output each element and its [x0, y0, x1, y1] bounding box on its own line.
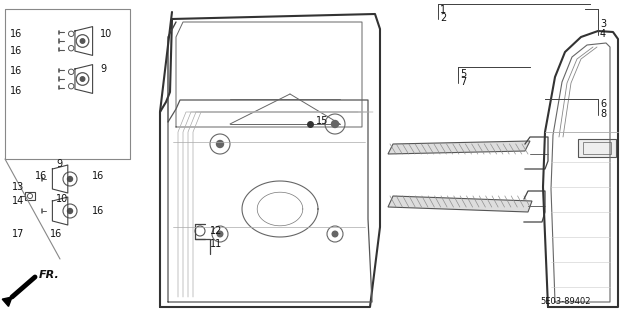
Circle shape: [67, 176, 72, 182]
Circle shape: [67, 209, 72, 213]
Text: 16: 16: [10, 86, 22, 96]
Text: 11: 11: [210, 239, 222, 249]
Circle shape: [80, 39, 84, 43]
Text: 16: 16: [10, 29, 22, 39]
Text: 10: 10: [100, 29, 112, 39]
Text: 10: 10: [56, 194, 68, 204]
Text: 7: 7: [460, 77, 467, 87]
Text: 16: 16: [92, 206, 104, 216]
Circle shape: [217, 231, 223, 237]
Text: 12: 12: [210, 226, 222, 236]
Text: 3: 3: [600, 19, 606, 29]
Bar: [578, 139, 616, 157]
Text: 5E03-89402: 5E03-89402: [540, 296, 591, 306]
Text: 16: 16: [92, 171, 104, 181]
Text: 14: 14: [12, 196, 24, 206]
Circle shape: [332, 231, 338, 237]
Text: 13: 13: [12, 182, 24, 192]
Text: 17: 17: [12, 229, 24, 239]
Text: 4: 4: [600, 29, 606, 39]
Text: 16: 16: [10, 46, 22, 56]
Circle shape: [80, 77, 84, 81]
Text: 16: 16: [10, 66, 22, 76]
Polygon shape: [388, 196, 532, 212]
Circle shape: [216, 140, 223, 147]
Polygon shape: [2, 297, 12, 306]
Text: 16: 16: [50, 229, 62, 239]
Text: 15: 15: [316, 116, 328, 126]
Bar: [25, 192, 35, 200]
Circle shape: [332, 121, 339, 128]
Text: 1: 1: [440, 5, 446, 15]
Text: 9: 9: [56, 159, 62, 169]
Text: 5: 5: [460, 69, 467, 79]
Text: 6: 6: [600, 99, 606, 109]
Text: 16: 16: [35, 171, 47, 181]
Text: 2: 2: [440, 13, 446, 23]
Text: FR.: FR.: [39, 270, 60, 280]
Bar: [583, 142, 611, 154]
Text: 9: 9: [100, 64, 106, 74]
Polygon shape: [388, 141, 530, 154]
Text: 8: 8: [600, 109, 606, 119]
